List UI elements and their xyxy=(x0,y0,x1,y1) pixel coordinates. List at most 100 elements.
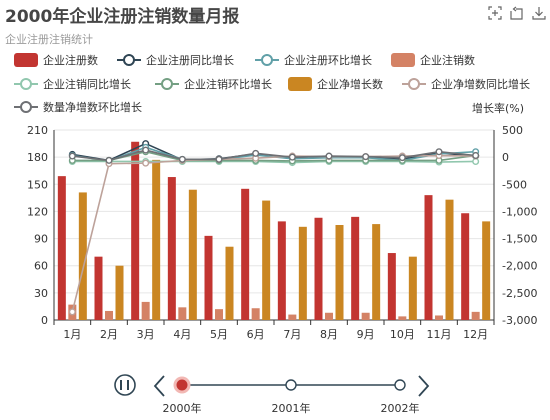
x-tick-label: 2月 xyxy=(100,328,118,341)
legend-item-1[interactable]: 企业注册数 xyxy=(14,52,98,68)
legend-label: 企业注销数 xyxy=(420,54,475,67)
legend-item-9[interactable]: 数量净增数环比增长 xyxy=(14,99,142,115)
timeline-label: 2000年 xyxy=(163,401,202,415)
series-point-6 xyxy=(142,146,150,154)
bar-3 xyxy=(152,159,161,320)
x-tick-label: 10月 xyxy=(390,328,415,341)
bar-3 xyxy=(445,199,454,320)
bar-1 xyxy=(241,188,250,320)
bar-3 xyxy=(78,192,87,320)
chevron-left-icon[interactable] xyxy=(153,375,165,397)
x-tick-label: 11月 xyxy=(427,328,452,341)
bar-2 xyxy=(398,316,407,320)
legend-item-3[interactable]: 企业注册环比增长 xyxy=(255,52,372,68)
series-point-6 xyxy=(68,152,76,160)
bar-3 xyxy=(225,246,234,320)
legend-swatch-3 xyxy=(255,53,279,67)
y-left-tick-label: 210 xyxy=(27,124,48,137)
y-left-tick-label: 150 xyxy=(27,178,48,191)
rect-zoom-icon[interactable] xyxy=(488,6,502,20)
series-point-6 xyxy=(398,154,406,162)
bar-1 xyxy=(94,256,103,320)
series-point-6 xyxy=(472,152,480,160)
y-right-tick-label: -3,000 xyxy=(502,314,537,327)
legend-swatch-4 xyxy=(391,53,415,67)
y-left-tick-label: 180 xyxy=(27,151,48,164)
timeline-node[interactable] xyxy=(394,379,406,391)
bar-3 xyxy=(298,226,307,320)
x-tick-label: 5月 xyxy=(210,328,228,341)
timeline-node[interactable] xyxy=(285,379,297,391)
legend-swatch-2 xyxy=(117,53,141,67)
bar-1 xyxy=(424,195,433,320)
bar-3 xyxy=(372,224,381,320)
bar-2 xyxy=(141,301,150,320)
series-point-6 xyxy=(325,152,333,160)
bar-2 xyxy=(178,307,187,320)
y-right-tick-label: 0 xyxy=(502,151,509,164)
series-point-6 xyxy=(288,153,296,161)
legend-swatch-8 xyxy=(402,77,426,91)
legend-item-8[interactable]: 企业净增数同比增长 xyxy=(402,76,530,92)
legend-swatch-6 xyxy=(155,77,179,91)
x-tick-label: 7月 xyxy=(283,328,301,341)
bar-1 xyxy=(314,217,323,320)
bar-2 xyxy=(325,312,333,320)
download-icon[interactable] xyxy=(532,6,546,20)
timeline-label: 2002年 xyxy=(381,401,420,415)
series-point-5 xyxy=(68,308,76,316)
series-line-1 xyxy=(72,142,476,162)
series-line-4 xyxy=(72,150,476,162)
y-left-tick-label: 90 xyxy=(34,233,48,246)
x-tick-label: 3月 xyxy=(137,328,155,341)
x-tick-label: 1月 xyxy=(63,328,81,341)
legend-item-4[interactable]: 企业注销数 xyxy=(391,52,475,68)
chevron-right-icon[interactable] xyxy=(418,375,430,397)
legend-label: 企业注销同比增长 xyxy=(43,78,131,91)
x-tick-label: 9月 xyxy=(357,328,375,341)
bar-3 xyxy=(408,256,417,320)
bar-3 xyxy=(335,225,344,320)
bar-2 xyxy=(288,314,297,320)
bar-2 xyxy=(435,315,443,320)
legend-item-2[interactable]: 企业注册同比增长 xyxy=(117,52,234,68)
legend-swatch-7 xyxy=(288,77,312,91)
legend-label: 数量净增数环比增长 xyxy=(43,101,142,114)
bar-2 xyxy=(105,310,113,320)
y-left-tick-label: 30 xyxy=(34,287,48,300)
bar-1 xyxy=(387,253,396,320)
bar-3 xyxy=(188,189,197,320)
legend-item-7[interactable]: 企业净增长数 xyxy=(288,76,383,92)
chart-subtitle: 企业注册注销统计 xyxy=(5,33,93,46)
legend-label: 企业注册环比增长 xyxy=(284,54,372,67)
bar-1 xyxy=(131,141,140,320)
timeline-current-node[interactable] xyxy=(173,376,191,394)
x-tick-label: 12月 xyxy=(463,328,488,341)
series-line-3 xyxy=(72,160,476,164)
bar-1 xyxy=(204,235,213,320)
legend-item-6[interactable]: 企业注销环比增长 xyxy=(155,76,272,92)
bar-1 xyxy=(167,177,176,320)
legend-swatch-9 xyxy=(14,100,38,114)
x-tick-label: 6月 xyxy=(247,328,265,341)
y-right-axis-label: 增长率(%) xyxy=(472,101,524,115)
bar-1 xyxy=(461,213,470,320)
series-point-6 xyxy=(178,155,186,163)
zoom-reset-icon[interactable] xyxy=(510,6,524,20)
bar-3 xyxy=(115,265,124,320)
y-left-tick-label: 60 xyxy=(34,260,48,273)
series-line-6 xyxy=(72,149,476,162)
bar-1 xyxy=(277,221,286,320)
bar-2 xyxy=(251,308,260,320)
legend-label: 企业注册数 xyxy=(43,54,98,67)
y-left-tick-label: 0 xyxy=(41,314,48,327)
legend-label: 企业净增长数 xyxy=(317,78,383,91)
x-tick-label: 8月 xyxy=(320,328,338,341)
legend-label: 企业净增数同比增长 xyxy=(431,78,530,91)
bar-2 xyxy=(471,311,480,320)
legend-item-5[interactable]: 企业注销同比增长 xyxy=(14,76,131,92)
bar-2 xyxy=(361,312,370,320)
pause-icon[interactable] xyxy=(114,374,136,396)
legend-label: 企业注销环比增长 xyxy=(184,78,272,91)
